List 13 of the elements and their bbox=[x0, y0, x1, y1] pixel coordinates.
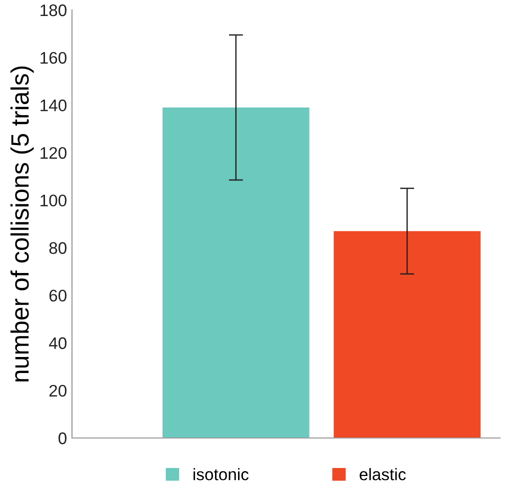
legend-label: isotonic bbox=[194, 468, 249, 480]
y-axis-title: number of collisions (5 trials) bbox=[10, 66, 34, 382]
y-tick-label: 160 bbox=[40, 52, 66, 64]
y-tick-label: 20 bbox=[49, 384, 66, 397]
y-tick-label: 140 bbox=[40, 100, 66, 112]
y-tick-label: 100 bbox=[40, 194, 66, 206]
legend-label: elastic bbox=[360, 468, 406, 480]
y-tick-label: 60 bbox=[49, 290, 66, 302]
y-tick-label: 80 bbox=[49, 242, 66, 254]
y-tick-label: 0 bbox=[58, 432, 66, 444]
y-tick-label: 180 bbox=[40, 4, 66, 16]
y-tick-label: 120 bbox=[40, 147, 66, 159]
y-tick-label: 40 bbox=[48, 337, 66, 350]
